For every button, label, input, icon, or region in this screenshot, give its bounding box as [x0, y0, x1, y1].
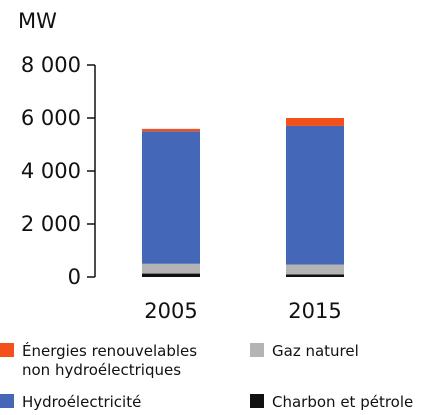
legend-swatch	[0, 394, 14, 408]
x-category-label: 2015	[288, 299, 341, 323]
bars	[142, 118, 344, 277]
legend-label: Gaz naturel	[272, 342, 359, 360]
legend-swatch	[250, 394, 264, 408]
bar-segment-2005-series-2	[142, 131, 200, 264]
legend-label: non hydroélectriques	[22, 361, 181, 379]
bar-segment-2005-series-3	[142, 128, 200, 132]
legend-label: Hydroélectricité	[22, 393, 141, 411]
y-tick-label: 2 000	[21, 212, 81, 236]
bar-segment-2005-series-1	[142, 263, 200, 274]
y-axis: 0 2 000 4 000 6 000 8 000	[21, 53, 96, 289]
bar-segment-2015-series-2	[286, 125, 344, 265]
x-axis-labels: 2005 2015	[144, 299, 341, 323]
bar-segment-2015-series-1	[286, 264, 344, 275]
y-tick-label: 0	[68, 265, 81, 289]
legend-swatch	[250, 343, 264, 357]
bar-segment-2015-series-3	[286, 118, 344, 126]
bar-segment-2015-series-0	[286, 274, 344, 277]
y-tick-label: 8 000	[21, 53, 81, 77]
y-tick-label: 4 000	[21, 159, 81, 183]
y-unit-label: MW	[18, 9, 57, 33]
bar-segment-2005-series-0	[142, 273, 200, 277]
legend-swatch	[0, 343, 14, 357]
x-category-label: 2005	[144, 299, 197, 323]
legend-label: Charbon et pétrole	[272, 393, 413, 411]
y-tick-label: 6 000	[21, 106, 81, 130]
legend-label: Énergies renouvelables	[22, 341, 197, 360]
